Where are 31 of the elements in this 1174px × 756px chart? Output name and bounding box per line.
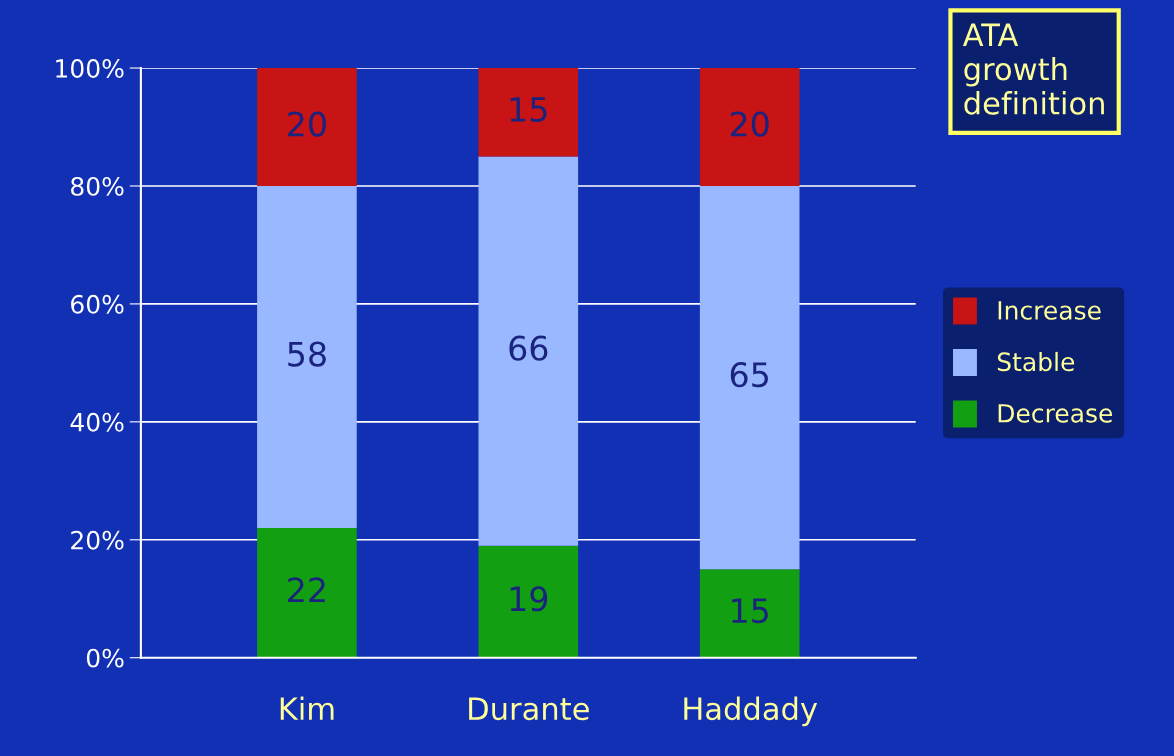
- y-tick-label: 40%: [70, 412, 124, 432]
- x-tick-label: Haddady: [684, 696, 818, 727]
- x-tick-label: Kim: [280, 696, 334, 720]
- x-tick-label: Durante: [469, 697, 589, 721]
- bar: [699, 68, 800, 186]
- y-tick-label: 80%: [71, 176, 124, 196]
- data-label: 20: [288, 111, 326, 137]
- data-label: 15: [510, 97, 547, 122]
- bar: [478, 68, 579, 157]
- legend-label: Stable: [997, 351, 1075, 372]
- bar: [257, 68, 357, 186]
- text: ATA growth definition: [962, 23, 1104, 115]
- data-label: 22: [288, 577, 325, 603]
- data-label: 15: [732, 598, 768, 624]
- data-label: 66: [509, 335, 548, 361]
- legend-label: Increase: [998, 301, 1101, 320]
- bar: [699, 185, 800, 570]
- bar: [257, 185, 357, 528]
- y-tick-label: 100%: [56, 58, 124, 78]
- data-label: 19: [510, 586, 548, 612]
- bar: [257, 527, 357, 658]
- y-tick-label: 20%: [71, 530, 124, 550]
- bar: [478, 545, 579, 658]
- y-tick-label: 0%: [86, 648, 124, 668]
- data-label: 20: [730, 111, 769, 137]
- y-tick-label: 60%: [71, 294, 124, 314]
- data-label: 58: [288, 341, 326, 367]
- legend-label: Decrease: [998, 404, 1113, 423]
- bar: [699, 569, 800, 658]
- data-label: 65: [730, 362, 768, 388]
- bar: [478, 156, 579, 546]
